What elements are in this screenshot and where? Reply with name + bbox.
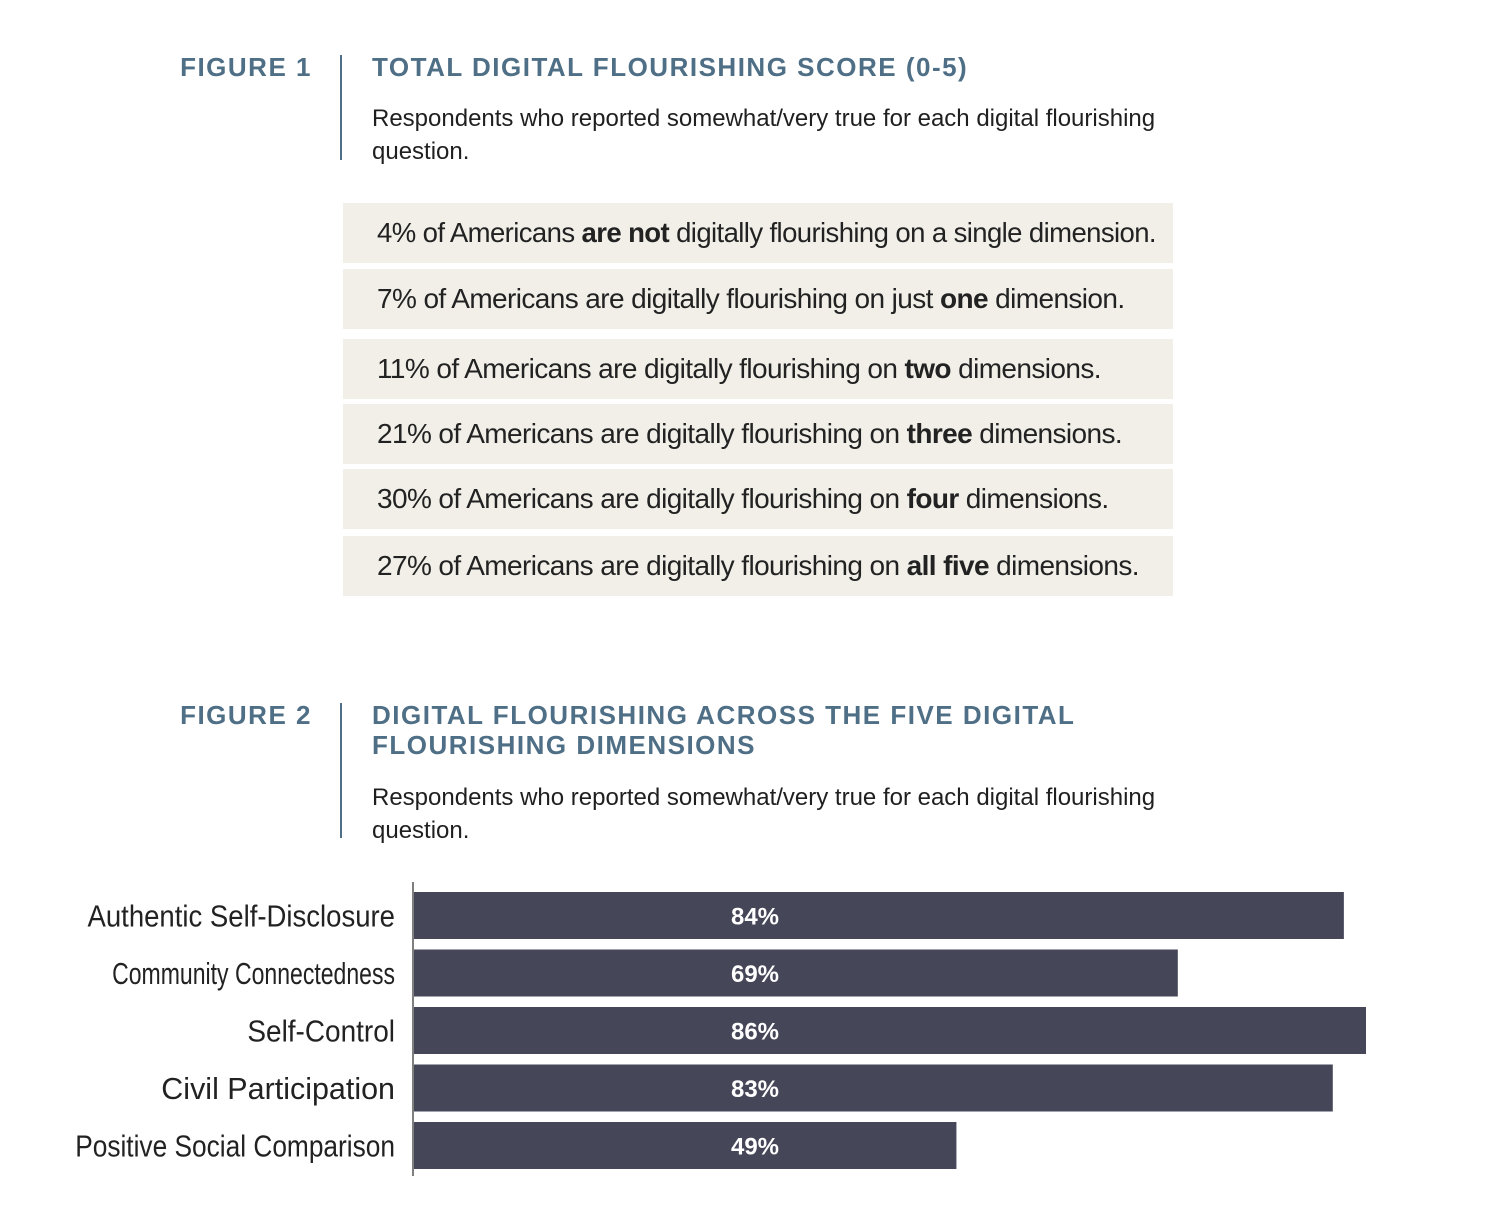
stat-row: 4% of Americans are not digitally flouri…: [343, 203, 1173, 263]
stat-emphasis: are not: [581, 217, 670, 248]
stat-emphasis: all five: [906, 550, 990, 581]
stat-emphasis: four: [906, 483, 960, 514]
dimensions-bar-chart: Authentic Self-Disclosure 84% Community Co…: [75, 882, 1366, 1176]
figure1-label: FIGURE 1: [180, 52, 312, 82]
stat-text-post: dimensions.: [958, 483, 1109, 514]
stat-pct: 7%: [377, 283, 417, 314]
figure1-subtitle: Respondents who reported somewhat/very t…: [372, 105, 1156, 165]
category-label: Community Connectedness: [112, 956, 395, 991]
stat-pct: 4%: [377, 217, 416, 248]
figure1-title: TOTAL DIGITAL FLOURISHING SCORE (0-5): [372, 52, 969, 82]
stat-text-pre: of Americans are digitally flourishing o…: [431, 550, 907, 581]
stat-text-post: dimensions.: [950, 353, 1101, 384]
stat-pct: 27%: [377, 550, 432, 581]
stat-text-post: dimension.: [987, 283, 1125, 314]
stat-emphasis: two: [904, 353, 952, 384]
stat-row: 21% of Americans are digitally flourishi…: [343, 404, 1173, 464]
bar-value-label: 69%: [731, 961, 779, 988]
stat-text-post: dimensions.: [988, 550, 1139, 581]
figure2-label: FIGURE 2: [180, 700, 312, 730]
stat-row: 7% of Americans are digitally flourishin…: [343, 269, 1173, 329]
stat-emphasis: one: [939, 283, 989, 314]
bar-value-label: 86%: [731, 1019, 779, 1046]
figure2-subtitle: Respondents who reported somewhat/very t…: [372, 784, 1156, 844]
category-label: Positive Social Comparison: [75, 1129, 395, 1164]
category-label: Self-Control: [247, 1014, 395, 1049]
stat-text-post: dimensions.: [972, 418, 1123, 449]
stat-text-pre: of Americans are digitally flourishing o…: [416, 283, 940, 314]
category-label: Civil Participation: [161, 1071, 395, 1106]
bar: [414, 1064, 1333, 1112]
bar: [414, 892, 1344, 939]
stat-text-post: digitally flourishing on a single dimens…: [669, 217, 1156, 248]
stat-pct: 21%: [377, 418, 432, 449]
figure2-divider: [340, 703, 342, 838]
figure2-title: DIGITAL FLOURISHING ACROSS THE FIVE DIGI…: [372, 700, 1075, 760]
bar-value-label: 49%: [731, 1134, 779, 1161]
stat-pct: 30%: [377, 483, 432, 514]
bar: [414, 949, 1178, 997]
stat-text-pre: of Americans are digitally flourishing o…: [431, 483, 907, 514]
bar-value-label: 84%: [731, 904, 779, 931]
bar-value-label: 83%: [731, 1076, 779, 1103]
stat-text-pre: of Americans: [415, 217, 582, 248]
stat-row: 27% of Americans are digitally flourishi…: [343, 536, 1173, 596]
stat-text-pre: of Americans are digitally flourishing o…: [431, 418, 907, 449]
figure1-divider: [340, 55, 342, 160]
stat-text-pre: of Americans are digitally flourishing o…: [429, 353, 905, 384]
stat-row: 30% of Americans are digitally flourishi…: [343, 469, 1173, 529]
category-label: Authentic Self-Disclosure: [88, 899, 396, 934]
bar: [414, 1122, 957, 1169]
stat-row: 11% of Americans are digitally flourishi…: [343, 339, 1173, 399]
stat-pct: 11%: [377, 353, 430, 384]
bar: [414, 1007, 1366, 1054]
stat-emphasis: three: [906, 418, 973, 449]
